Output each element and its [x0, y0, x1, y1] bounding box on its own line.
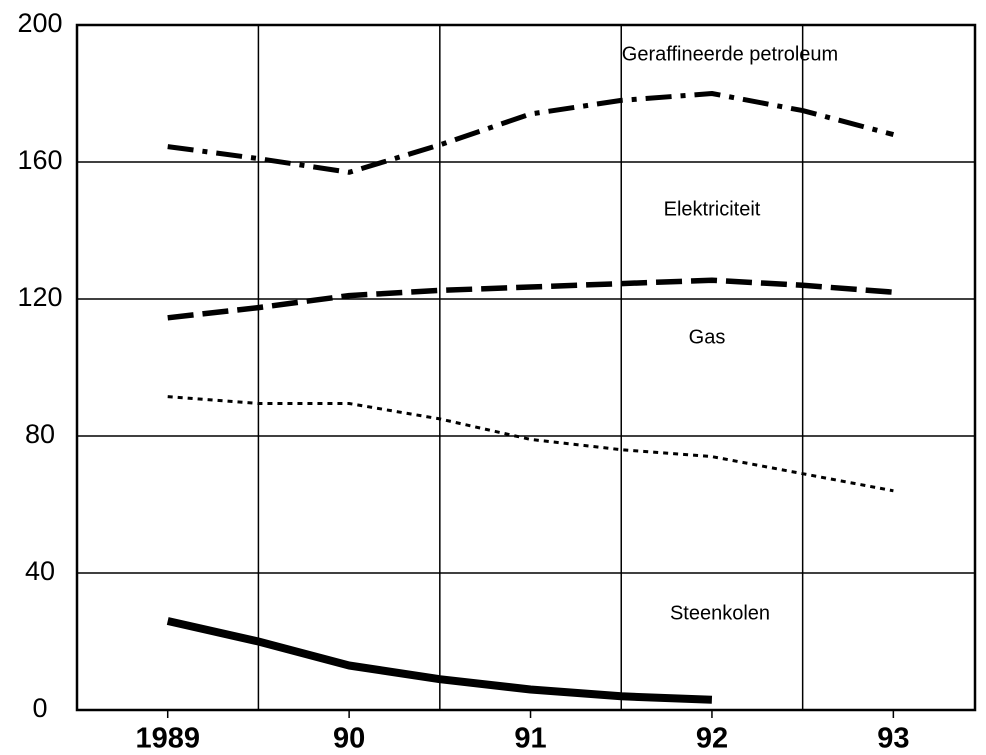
y-tick-label: 200: [17, 8, 62, 38]
y-tick-label: 120: [17, 282, 62, 312]
x-tick-label: 93: [877, 723, 909, 755]
x-tick-label: 91: [514, 723, 546, 755]
series-line: [166, 617, 713, 704]
y-tick-label: 40: [25, 556, 55, 586]
plot-frame: [75, 23, 977, 712]
y-tick-label: 160: [17, 145, 62, 175]
y-tick-label: 80: [25, 419, 55, 449]
x-tick-label: 92: [696, 723, 728, 755]
y-tick-label: 0: [32, 693, 47, 723]
series-label: Steenkolen: [670, 602, 770, 624]
x-tick-label: 1989: [135, 723, 200, 755]
series-line: [167, 395, 894, 493]
series-label: Geraffineerde petroleum: [622, 43, 838, 65]
series-label: Elektriciteit: [664, 198, 761, 220]
series-line: [167, 277, 894, 321]
series-label: Gas: [689, 326, 726, 348]
x-tick-label: 90: [333, 723, 365, 755]
series-line: [167, 91, 895, 175]
